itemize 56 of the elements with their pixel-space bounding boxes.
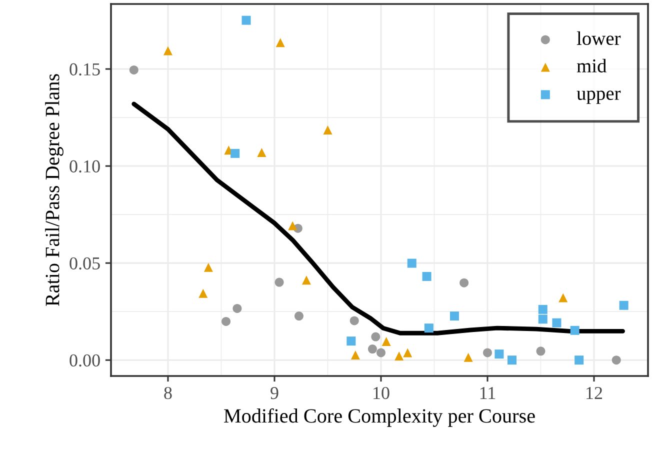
- point: [619, 300, 628, 310]
- x-tick-label: 11: [480, 387, 496, 399]
- point: [407, 258, 416, 268]
- point: [368, 344, 377, 354]
- legend-label: lower: [576, 31, 621, 46]
- point: [394, 352, 404, 361]
- point: [482, 348, 492, 358]
- point: [232, 304, 242, 313]
- point: [612, 356, 621, 365]
- point: [204, 262, 213, 272]
- point: [163, 46, 172, 56]
- point: [198, 288, 208, 298]
- point: [574, 356, 584, 365]
- point: [494, 350, 504, 359]
- point: [276, 38, 285, 48]
- y-tick-label: 0.00: [70, 354, 100, 367]
- point: [371, 332, 380, 342]
- point: [570, 326, 580, 335]
- point: [302, 276, 311, 285]
- x-tick-label: 9: [270, 386, 278, 400]
- point: [424, 324, 434, 333]
- point: [350, 350, 360, 360]
- point: [422, 272, 432, 281]
- point: [129, 65, 138, 74]
- legend-label: mid: [576, 58, 607, 72]
- point: [538, 314, 548, 324]
- point: [376, 348, 386, 358]
- y-tick-label: 0.05: [70, 257, 100, 270]
- point: [460, 278, 469, 288]
- point: [346, 336, 356, 346]
- point: [323, 125, 332, 134]
- x-tick-label: 12: [586, 386, 602, 399]
- point: [382, 336, 391, 346]
- point: [538, 304, 548, 314]
- point: [257, 148, 266, 157]
- point: [288, 221, 298, 230]
- point: [558, 293, 568, 302]
- point: [294, 312, 304, 321]
- point: [222, 316, 231, 326]
- x-axis-title: Modified Core Complexity per Course: [224, 408, 535, 427]
- point: [450, 312, 459, 321]
- point: [242, 16, 251, 25]
- point: [552, 318, 562, 328]
- point: [464, 352, 473, 362]
- legend-label: upper: [576, 90, 621, 104]
- y-axis-title: Ratio Fail/Pass Degree Plans: [45, 74, 64, 306]
- point: [536, 346, 546, 356]
- point: [507, 356, 516, 365]
- y-tick-label: 0.15: [70, 63, 100, 76]
- point: [274, 278, 284, 287]
- x-tick-label: 8: [164, 386, 172, 400]
- point: [403, 348, 412, 358]
- point: [350, 316, 359, 326]
- point: [230, 148, 240, 158]
- x-tick-label: 10: [374, 386, 390, 400]
- y-tick-label: 0.10: [70, 160, 100, 173]
